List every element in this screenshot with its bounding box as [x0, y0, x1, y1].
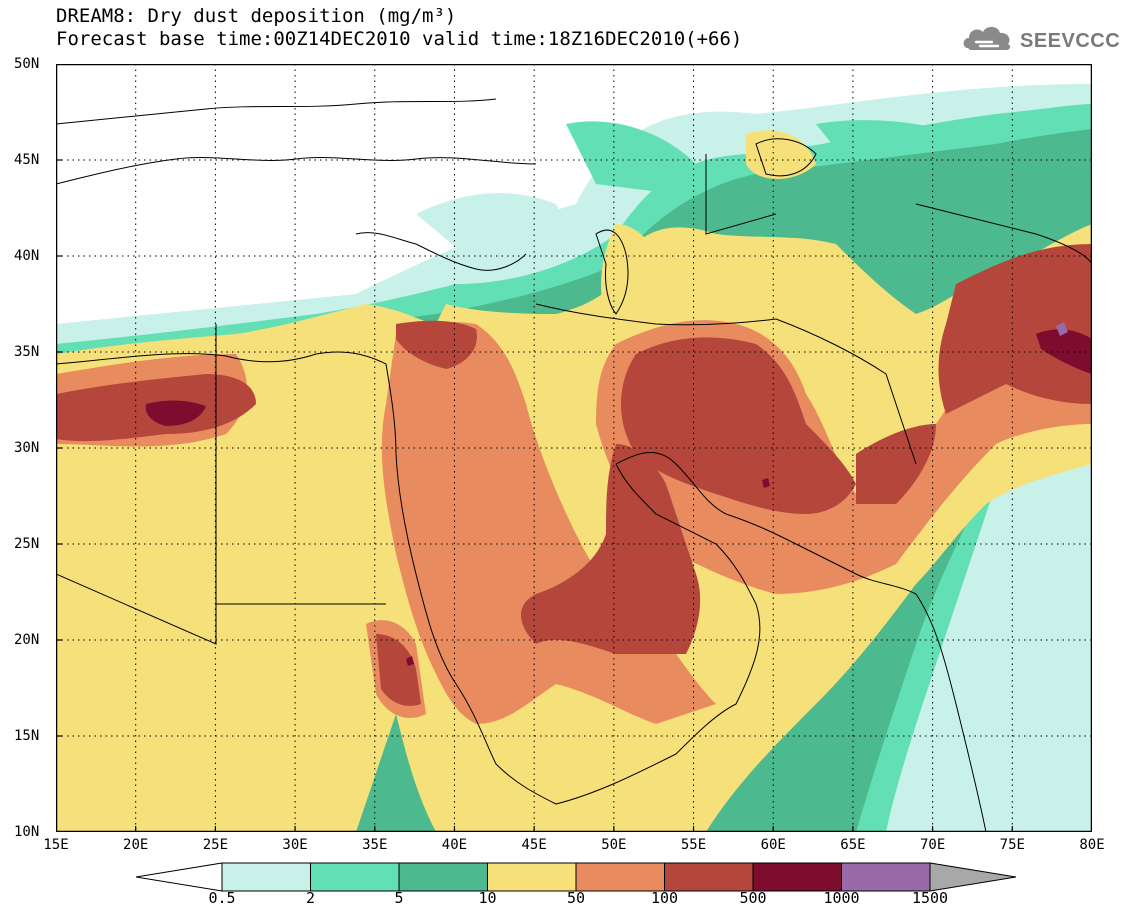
lon-tick-label: 30E	[282, 837, 308, 853]
colorbar-label: 1000	[823, 889, 860, 907]
colorbar-box	[841, 862, 931, 892]
colorbar-box	[310, 862, 400, 892]
lon-tick-label: 40E	[441, 837, 468, 853]
colorbar-box	[398, 862, 488, 892]
field-level-1000	[1056, 322, 1068, 336]
lon-tick-label: 25E	[202, 837, 229, 853]
colorbar-box	[575, 862, 665, 892]
map-subtitle: Forecast base time:00Z14DEC2010 valid ti…	[56, 28, 743, 50]
lat-tick-label: 35N	[14, 344, 40, 360]
lat-tick-label: 30N	[14, 440, 40, 456]
lon-tick-label: 60E	[760, 837, 786, 853]
lat-tick-label: 40N	[14, 248, 40, 264]
colorbar-box	[221, 862, 311, 892]
logo-text: SEEVCCC	[1020, 30, 1121, 52]
lon-tick-label: 35E	[362, 837, 388, 853]
lon-tick-label: 55E	[680, 837, 707, 853]
field-level-100	[56, 244, 1092, 706]
lat-tick-label: 15N	[14, 728, 40, 744]
lon-tick-label: 75E	[999, 837, 1025, 853]
lat-tick-label: 50N	[14, 56, 40, 72]
lon-tick-label: 20E	[123, 837, 149, 853]
colorbar-label: 5	[394, 889, 404, 907]
axis-ticks	[56, 64, 1092, 832]
lon-tick-label: 70E	[919, 837, 946, 853]
colorbar-label: 500	[739, 889, 767, 907]
colorbar-label: 50	[566, 889, 586, 907]
lat-tick-label: 25N	[14, 536, 40, 552]
colorbar-label: 100	[650, 889, 679, 907]
colorbar-label: 10	[478, 889, 497, 907]
colorbar-high-arrow	[929, 862, 1016, 892]
colorbar-label: 0.5	[208, 889, 236, 907]
lon-tick-label: 45E	[521, 837, 547, 853]
lon-tick-label: 80E	[1079, 837, 1105, 853]
cloud-logo-icon	[963, 26, 1011, 50]
colorbar-box	[752, 862, 842, 892]
field-level-10	[56, 130, 1092, 832]
seevccc-logo: SEEVCCC	[962, 22, 1120, 62]
colorbar-label: 1500	[911, 889, 949, 907]
colorbar-low-arrow	[136, 862, 223, 892]
lon-tick-label: 15E	[43, 837, 69, 853]
lon-tick-label: 65E	[840, 837, 866, 853]
colorbar	[136, 862, 1016, 892]
lat-tick-label: 10N	[14, 824, 40, 840]
colorbar-label: 2	[305, 889, 316, 907]
lon-tick-label: 50E	[601, 837, 627, 853]
dust-deposition-map	[56, 64, 1092, 832]
graticule	[56, 64, 1092, 832]
lat-tick-label: 20N	[14, 632, 40, 648]
colorbar-box	[487, 862, 577, 892]
colorbar-box	[664, 862, 754, 892]
map-title: DREAM8: Dry dust deposition (mg/m³)	[56, 5, 457, 27]
lat-tick-label: 45N	[14, 152, 40, 168]
